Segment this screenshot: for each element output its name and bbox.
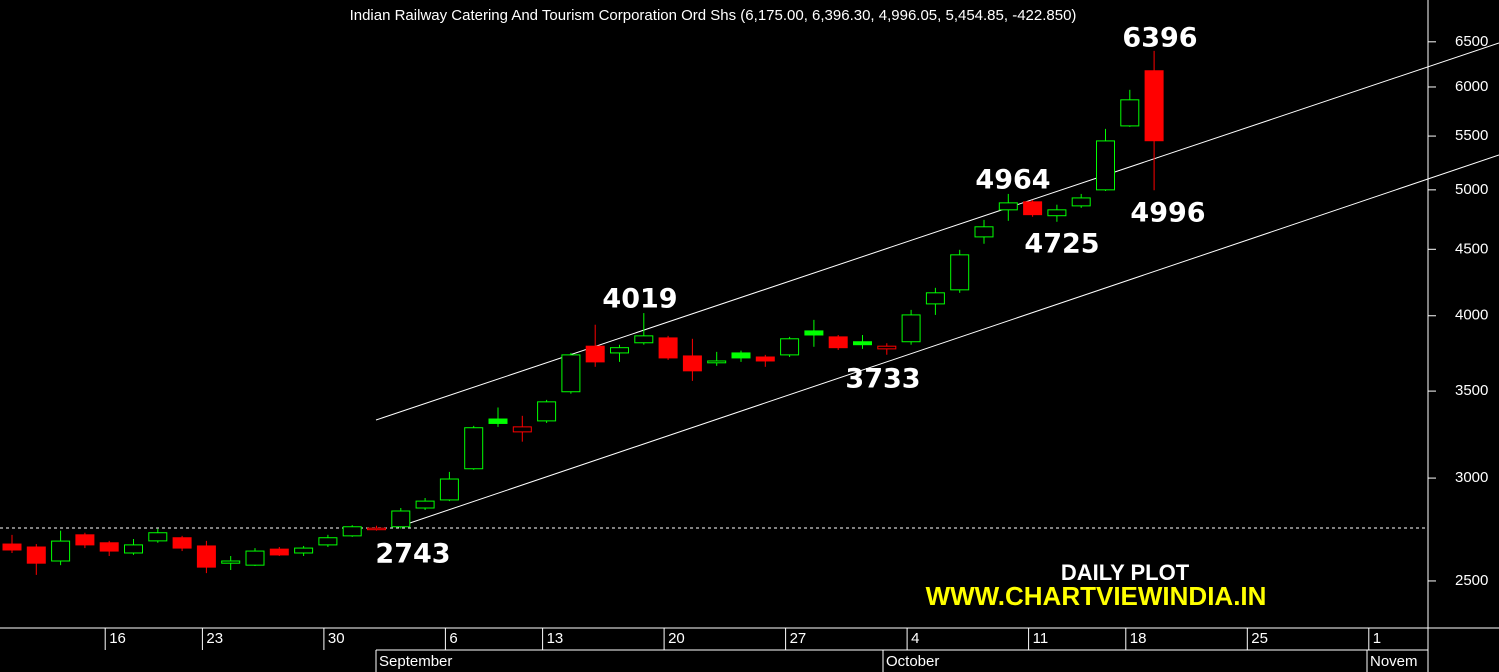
candle-body — [439, 478, 459, 501]
x-tick-label: 16 — [109, 630, 126, 647]
annotation: 3733 — [845, 364, 920, 395]
y-tick-label: 6500 — [1455, 33, 1488, 50]
candle-body — [124, 544, 143, 554]
watermark: WWW.CHARTVIEWINDIA.IN — [926, 581, 1267, 611]
candle-body — [342, 526, 362, 537]
y-tick-label: 3500 — [1455, 382, 1488, 399]
candle-body — [196, 545, 216, 568]
candle-body — [172, 537, 192, 549]
x-tick-label: 11 — [1033, 630, 1049, 647]
candle-body — [1120, 99, 1140, 127]
annotation: 4964 — [975, 165, 1050, 196]
x-tick-label: 27 — [790, 630, 807, 647]
annotation: 6396 — [1122, 23, 1197, 54]
chart-title: Indian Railway Catering And Tourism Corp… — [350, 7, 1077, 24]
x-tick-label: 30 — [328, 630, 345, 647]
y-tick-label: 6000 — [1455, 78, 1488, 95]
candle-body — [658, 337, 678, 359]
candle-body — [707, 360, 727, 364]
candle-body — [391, 510, 411, 528]
candle-body — [974, 226, 994, 238]
candle-body — [828, 336, 848, 349]
candle-body — [780, 338, 800, 356]
y-tick-label: 5000 — [1455, 181, 1488, 198]
candle-body — [415, 500, 435, 509]
month-label: Novem — [1370, 653, 1418, 670]
x-tick-label: 13 — [547, 630, 564, 647]
candle-body — [998, 202, 1018, 211]
candle-body — [1096, 140, 1115, 191]
annotation: 2743 — [375, 539, 450, 570]
x-tick-label: 18 — [1130, 630, 1147, 647]
month-label: September — [379, 653, 452, 670]
lower-trendline — [397, 154, 1499, 528]
candle-body — [1071, 197, 1091, 207]
candle-body — [2, 543, 22, 551]
candle-body — [99, 542, 119, 552]
candle-body — [26, 546, 46, 564]
candle-body — [853, 341, 872, 346]
candle-body — [318, 537, 338, 546]
candle-body — [148, 532, 168, 542]
y-tick-label: 4000 — [1455, 307, 1488, 324]
candle-body — [1144, 70, 1164, 142]
y-tick-label: 4500 — [1455, 240, 1488, 257]
candle-body — [925, 292, 945, 305]
candle-body — [269, 548, 289, 556]
candle-body — [877, 345, 897, 350]
x-tick-label: 20 — [668, 630, 685, 647]
x-tick-label: 25 — [1251, 630, 1268, 647]
candle-body — [731, 352, 751, 359]
x-tick-label: 23 — [206, 630, 223, 647]
candle-body — [682, 355, 702, 372]
candle-body — [488, 418, 508, 424]
candle-body — [75, 534, 95, 546]
candle-body — [294, 547, 314, 554]
candle-body — [634, 335, 654, 344]
candle-body — [367, 527, 386, 531]
annotation: 4019 — [602, 284, 677, 315]
candle-body — [512, 426, 532, 433]
candle-body — [51, 540, 71, 562]
candle-body — [464, 427, 484, 470]
plot-label: DAILY PLOT — [1061, 560, 1190, 585]
candle-body — [755, 356, 775, 362]
y-tick-label: 5500 — [1455, 127, 1488, 144]
candle-body — [537, 401, 557, 422]
candle-body — [585, 345, 605, 363]
candle-body — [804, 330, 824, 336]
x-tick-label: 1 — [1373, 630, 1381, 647]
candle-body — [950, 254, 970, 291]
candle-body — [610, 347, 629, 354]
x-tick-label: 4 — [911, 630, 919, 647]
candle-body — [901, 314, 921, 343]
candle-body — [245, 550, 265, 566]
candle-body — [221, 560, 241, 564]
month-label: October — [886, 653, 939, 670]
candle-body — [561, 354, 581, 393]
annotation: 4725 — [1024, 229, 1099, 260]
candle-body — [1023, 201, 1043, 216]
y-tick-label: 2500 — [1455, 572, 1488, 589]
candle-body — [1047, 209, 1067, 217]
y-tick-label: 3000 — [1455, 469, 1488, 486]
x-tick-label: 6 — [449, 630, 457, 647]
annotation: 4996 — [1130, 198, 1205, 229]
